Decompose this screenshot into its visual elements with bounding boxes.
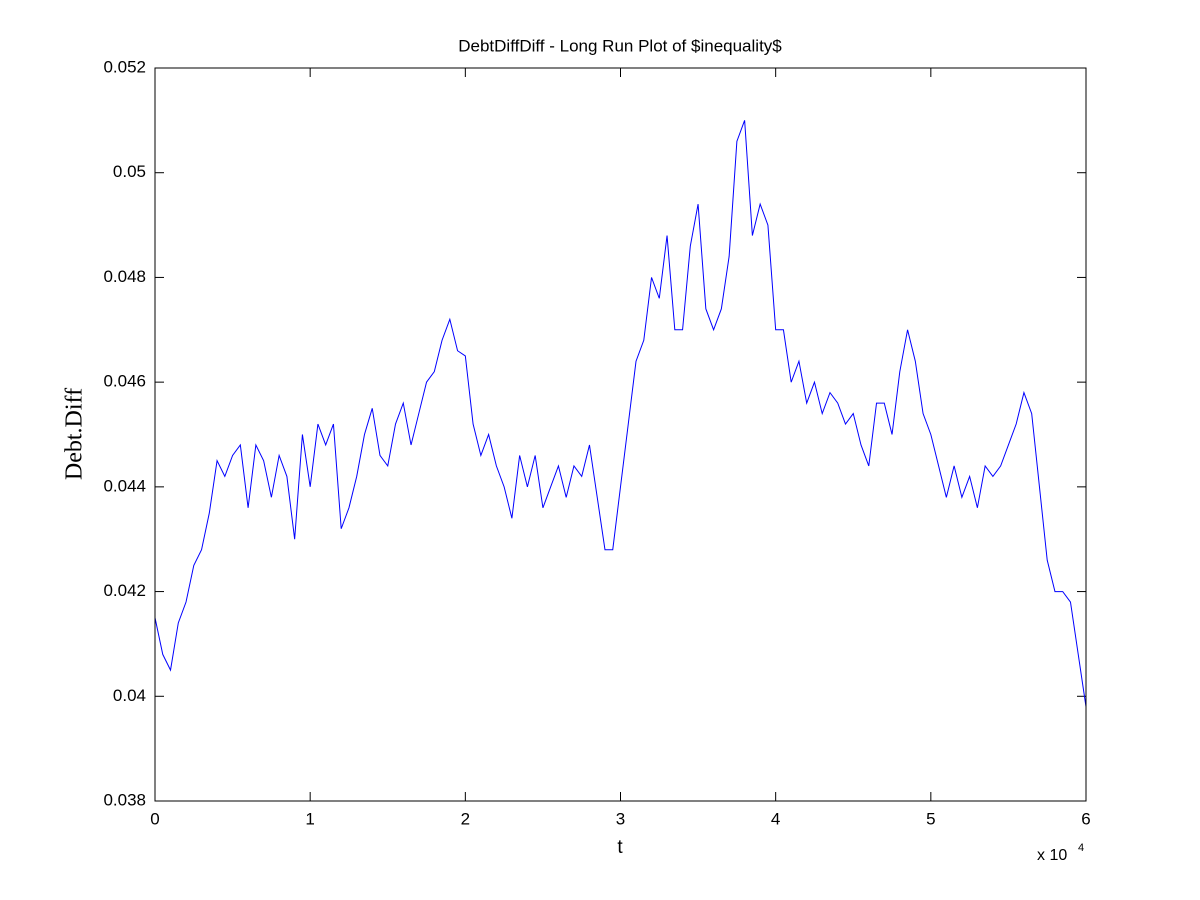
x-tick-label: 3 bbox=[616, 809, 625, 828]
x-multiplier: x 10 bbox=[1037, 847, 1067, 864]
x-tick-label: 1 bbox=[305, 809, 314, 828]
x-tick-label: 5 bbox=[926, 809, 935, 828]
data-line bbox=[154, 120, 1087, 707]
y-tick-label: 0.046 bbox=[103, 372, 146, 391]
y-tick-label: 0.05 bbox=[113, 162, 146, 181]
x-axis-label: t bbox=[617, 837, 623, 858]
chart-title: DebtDiffDiff - Long Run Plot of $inequal… bbox=[458, 36, 782, 55]
y-tick-label: 0.038 bbox=[103, 790, 146, 809]
x-tick-label: 4 bbox=[771, 809, 780, 828]
x-tick-label: 0 bbox=[150, 809, 159, 828]
axes-box bbox=[154, 67, 1087, 802]
y-axis-label: Debt.Diff bbox=[62, 388, 88, 480]
x-multiplier-exponent: 4 bbox=[1078, 842, 1084, 854]
x-tick-label: 2 bbox=[461, 809, 470, 828]
y-tick-label: 0.048 bbox=[103, 267, 146, 286]
y-tick-label: 0.052 bbox=[103, 57, 146, 76]
y-tick-label: 0.042 bbox=[103, 581, 146, 600]
x-tick-label: 6 bbox=[1081, 809, 1090, 828]
y-tick-label: 0.044 bbox=[103, 476, 146, 495]
y-tick-label: 0.04 bbox=[113, 686, 146, 705]
